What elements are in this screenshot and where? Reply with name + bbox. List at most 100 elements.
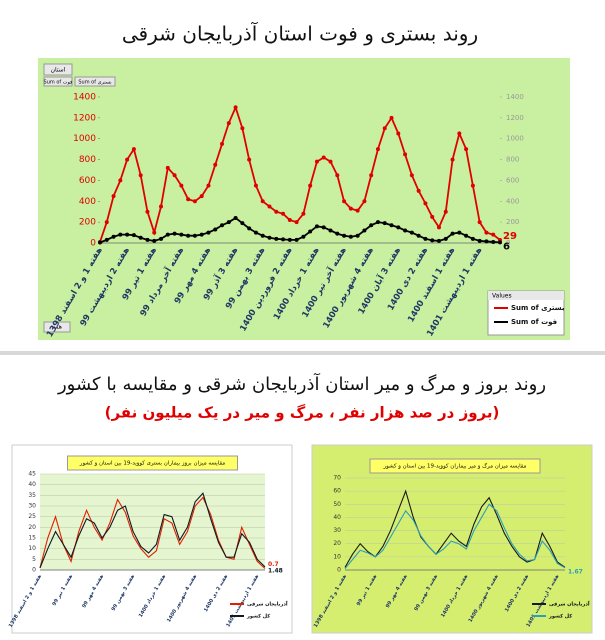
filter-button[interactable] xyxy=(43,63,73,76)
point xyxy=(152,230,157,235)
y2-tick-label: 200 xyxy=(506,218,519,226)
point xyxy=(355,208,360,213)
y2-tick-label: 400 xyxy=(506,197,519,205)
point xyxy=(281,237,286,242)
legend-header-bg xyxy=(488,291,564,300)
point xyxy=(321,225,326,230)
legend-header: Values xyxy=(492,293,512,300)
legend-label: Sum of بستری xyxy=(511,304,565,312)
y-tick-label: 60 xyxy=(333,488,341,495)
y2-tick-label: 1000 xyxy=(506,135,524,143)
all-label: همه xyxy=(52,324,62,331)
point xyxy=(206,230,211,235)
series-line xyxy=(99,104,501,243)
point xyxy=(145,209,150,214)
point xyxy=(145,237,150,242)
point xyxy=(199,232,204,237)
y-tick-label: 25 xyxy=(28,513,36,520)
point xyxy=(131,147,136,152)
field-label: Sum of فوت xyxy=(44,80,74,86)
point xyxy=(416,188,421,193)
point xyxy=(491,239,496,244)
series-line xyxy=(344,489,566,568)
series-line xyxy=(39,492,266,569)
point xyxy=(274,209,279,214)
point xyxy=(111,194,116,199)
y-tick-label: 1400 xyxy=(73,93,96,103)
point xyxy=(423,201,428,206)
point xyxy=(436,238,441,243)
chart-title: مقایسه میزان مرگ و میر بیماران کووید-19 … xyxy=(382,462,526,470)
point xyxy=(213,227,218,232)
point xyxy=(287,237,292,242)
point xyxy=(301,211,306,216)
point xyxy=(240,221,245,226)
point xyxy=(301,234,306,239)
point xyxy=(233,215,238,220)
point xyxy=(362,228,367,233)
data-label: 6 xyxy=(503,241,510,252)
y-tick-label: 10 xyxy=(28,545,36,552)
point xyxy=(125,232,130,237)
y-tick-label: 600 xyxy=(79,176,96,186)
field-label: Sum of بستری xyxy=(78,80,111,86)
point xyxy=(111,234,116,239)
point xyxy=(477,220,482,225)
point xyxy=(403,152,408,157)
point xyxy=(233,105,238,110)
point xyxy=(138,235,143,240)
point xyxy=(355,233,360,238)
title-box xyxy=(369,458,541,474)
point xyxy=(308,183,313,188)
y-tick-label: 1000 xyxy=(73,134,96,144)
point xyxy=(186,233,191,238)
chart2-plot xyxy=(40,474,265,570)
y-tick-label: 200 xyxy=(79,218,96,228)
y-tick-label: 1200 xyxy=(73,113,96,123)
point xyxy=(125,157,130,162)
point xyxy=(342,199,347,204)
title-box xyxy=(67,455,238,471)
point xyxy=(498,240,502,245)
point xyxy=(240,126,245,131)
point xyxy=(436,225,441,230)
all-button[interactable] xyxy=(43,321,71,333)
point xyxy=(328,159,333,164)
section-heading: روند بروز و مرگ و میر استان آذربایجان شر… xyxy=(57,372,546,395)
point xyxy=(226,220,231,225)
point xyxy=(375,220,380,225)
data-label: 0.7 xyxy=(268,561,279,568)
point xyxy=(328,228,333,233)
point xyxy=(247,157,252,162)
legend-label: Sum of فوت xyxy=(511,318,557,326)
y-tick-label: 70 xyxy=(333,475,341,482)
field-button[interactable] xyxy=(43,76,73,87)
point xyxy=(281,211,286,216)
point xyxy=(491,232,496,237)
point xyxy=(450,157,455,162)
y2-tick-label: 600 xyxy=(506,176,519,184)
y-tick-label: 30 xyxy=(333,527,341,534)
point xyxy=(267,235,272,240)
point xyxy=(464,233,469,238)
legend-label: کل کشور xyxy=(246,614,270,620)
point xyxy=(104,237,109,242)
point xyxy=(470,236,475,241)
point xyxy=(335,231,340,236)
point xyxy=(430,238,435,243)
point xyxy=(206,183,211,188)
y-tick-label: 20 xyxy=(333,540,341,547)
field-button[interactable] xyxy=(74,76,116,87)
y-tick-label: 35 xyxy=(28,492,36,499)
chart1-panel xyxy=(38,58,570,340)
point xyxy=(409,173,414,178)
point xyxy=(389,223,394,228)
point xyxy=(104,220,109,225)
y2-tick-label: 0 xyxy=(506,239,510,247)
point xyxy=(213,162,218,167)
y-tick-label: 40 xyxy=(28,481,36,488)
point xyxy=(220,223,225,228)
point xyxy=(159,236,164,241)
chart-title: روند بستری و فوت استان آذربایجان شرقی xyxy=(122,21,478,46)
data-label: 29 xyxy=(503,231,517,242)
